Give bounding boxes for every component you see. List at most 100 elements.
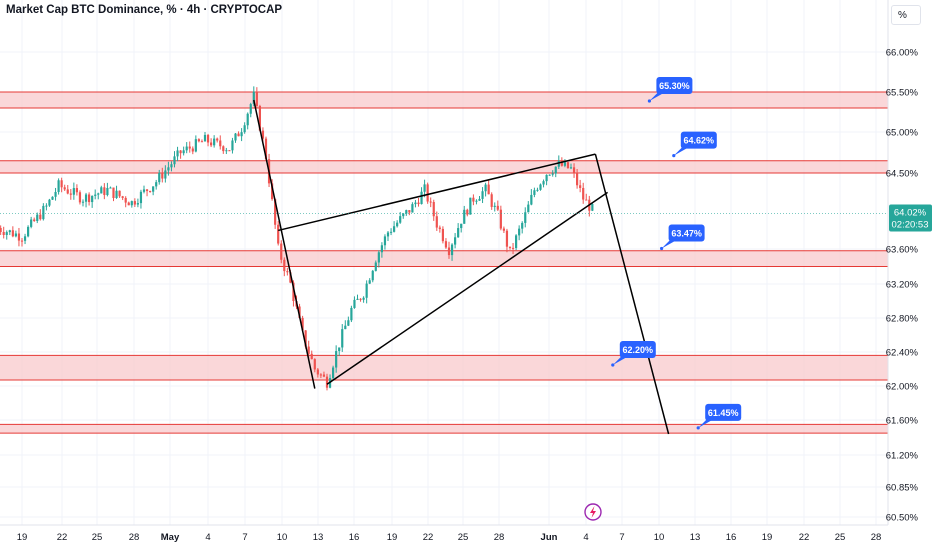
x-tick-label: Jun: [541, 532, 558, 543]
callout-anchor: [696, 426, 700, 430]
candle-body: [481, 191, 484, 199]
callout-box: [619, 341, 656, 358]
candle-body: [109, 187, 112, 189]
candle-body: [441, 228, 444, 242]
callout-pointer: [649, 92, 666, 101]
candle-body: [149, 191, 152, 193]
candle-body: [405, 210, 408, 214]
candle-body: [551, 173, 554, 175]
candlestick-series: [0, 86, 594, 391]
y-tick-label: 60.50%: [886, 513, 919, 524]
candle-body: [225, 150, 228, 152]
y-tick-label: 63.60%: [886, 245, 919, 256]
unit-toggle-button[interactable]: %: [891, 5, 921, 25]
y-tick-label: 62.80%: [886, 314, 919, 325]
callout-anchor: [647, 99, 652, 103]
candle-body: [572, 167, 576, 173]
target-callout[interactable]: 64.62%: [672, 131, 717, 158]
candle-body: [402, 213, 405, 217]
candle-body: [246, 113, 249, 126]
candle-body: [274, 199, 277, 225]
trendlines: [253, 99, 670, 435]
candle-body: [515, 235, 518, 249]
candle-body: [563, 162, 566, 166]
candle-body: [206, 134, 210, 143]
x-tick-label: 19: [762, 532, 773, 543]
x-tick-label: 4: [205, 532, 210, 543]
candle-body: [179, 150, 182, 154]
candle-body: [200, 141, 204, 143]
candle-body: [191, 148, 194, 152]
candle-body: [310, 353, 313, 360]
candle-body: [505, 230, 509, 247]
lightning-event-icon[interactable]: [584, 503, 602, 521]
candle-body: [301, 317, 304, 331]
candle-body: [292, 282, 295, 302]
candle-body: [576, 172, 579, 186]
target-callout[interactable]: 63.47%: [660, 224, 705, 251]
candle-body: [411, 204, 414, 213]
time-axis[interactable]: 19 22 25 28 May 4 7 10 13 16 19 22 25 28 Jun 4 7 10 13 16 19…: [0, 524, 888, 543]
trendline[interactable]: [278, 153, 596, 232]
candle-body: [399, 216, 402, 223]
candle-body: [319, 374, 322, 376]
candle-body: [554, 166, 557, 174]
candle-body: [127, 202, 130, 206]
candle-body: [484, 184, 487, 192]
candle-body: [371, 270, 374, 281]
candle-body: [264, 138, 268, 160]
candle-body: [5, 232, 8, 235]
candle-body: [542, 181, 545, 185]
trendline[interactable]: [326, 191, 609, 385]
callout-label: 62.20%: [623, 345, 654, 355]
callout-anchor: [660, 246, 664, 251]
callout-pointer: [673, 146, 690, 156]
candle-body: [57, 180, 60, 192]
zone-band: [0, 250, 888, 267]
candle-body: [152, 186, 155, 192]
candle-body: [545, 174, 548, 182]
candle-body: [539, 184, 542, 190]
callout-box: [705, 403, 742, 421]
callout-label: 63.47%: [671, 228, 702, 238]
candle-body: [518, 228, 521, 236]
candle-body: [493, 205, 496, 207]
target-callout[interactable]: 61.45%: [696, 403, 742, 430]
candle-body: [118, 190, 121, 197]
candle-body: [136, 203, 139, 205]
callout-box: [668, 224, 705, 242]
callout-anchor: [672, 154, 676, 158]
candle-body: [69, 193, 72, 195]
candle-body: [335, 351, 338, 368]
candle-body: [228, 150, 231, 152]
candle-body: [23, 236, 27, 241]
candle-body: [374, 262, 377, 271]
candle-body: [420, 191, 423, 205]
trendline[interactable]: [594, 153, 670, 435]
candle-body: [377, 252, 380, 263]
y-tick-label: 62.40%: [886, 348, 919, 359]
candle-body: [350, 307, 353, 321]
candle-body: [393, 226, 396, 232]
target-callout[interactable]: 62.20%: [611, 341, 656, 367]
candle-body: [347, 320, 350, 326]
trendline[interactable]: [253, 99, 316, 389]
candle-body: [426, 184, 429, 202]
candle-body: [490, 194, 493, 207]
candle-body: [438, 227, 441, 229]
candle-body: [78, 192, 82, 203]
target-callout[interactable]: 65.30%: [647, 77, 693, 103]
y-tick-label: 60.85%: [886, 483, 919, 494]
candle-body: [42, 205, 45, 220]
candle-body: [408, 210, 411, 213]
candle-body: [240, 132, 243, 137]
candle-body: [216, 138, 219, 141]
candle-body: [234, 133, 237, 141]
y-tick-label: 65.50%: [886, 88, 919, 99]
candle-body: [27, 226, 30, 237]
candle-body: [142, 189, 146, 192]
candle-body: [457, 228, 460, 238]
candle-body: [213, 138, 216, 146]
price-axis[interactable]: 66.00% 65.50% 65.00% 64.50% 63.60% 63.20% 62.8…: [886, 0, 919, 525]
